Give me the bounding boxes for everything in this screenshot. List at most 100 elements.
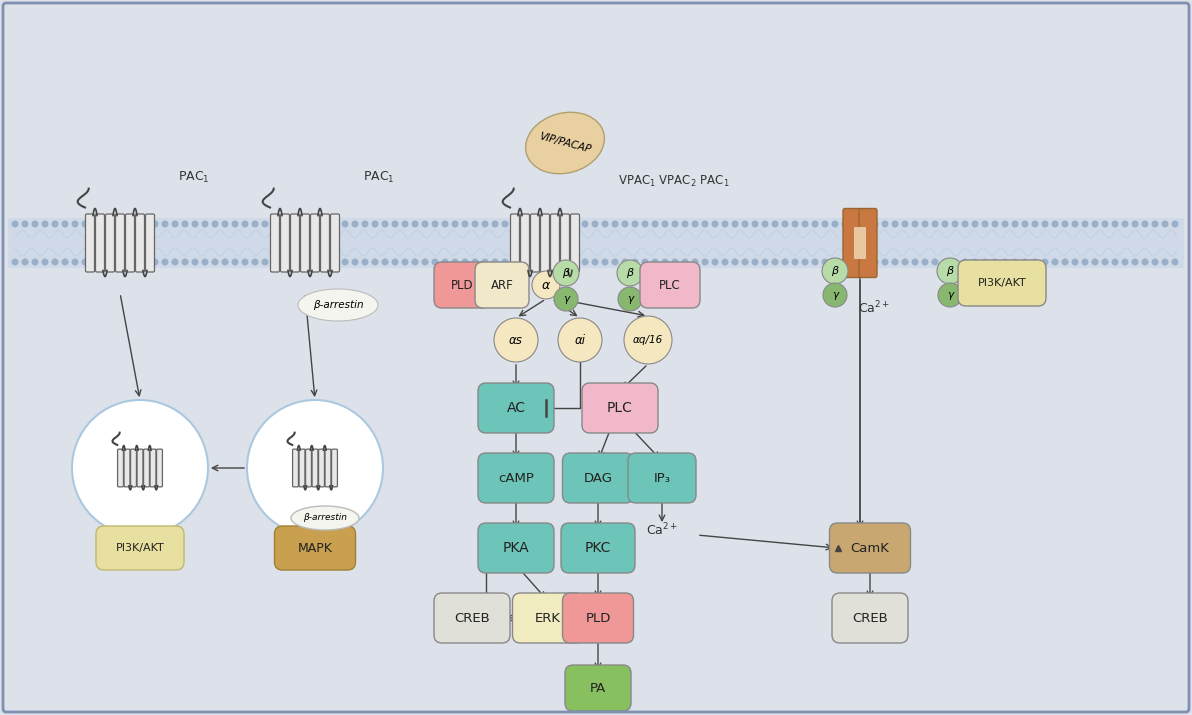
Circle shape	[762, 220, 769, 227]
Circle shape	[741, 259, 749, 265]
Text: γ: γ	[627, 294, 633, 304]
Circle shape	[21, 220, 29, 227]
Circle shape	[302, 220, 309, 227]
Text: IP₃: IP₃	[653, 471, 670, 485]
Circle shape	[432, 220, 439, 227]
FancyBboxPatch shape	[958, 260, 1047, 306]
FancyBboxPatch shape	[124, 449, 130, 487]
Circle shape	[1131, 220, 1138, 227]
Text: PKC: PKC	[585, 541, 611, 555]
FancyBboxPatch shape	[156, 449, 162, 487]
Circle shape	[561, 220, 569, 227]
FancyBboxPatch shape	[561, 523, 635, 573]
Circle shape	[222, 259, 229, 265]
Circle shape	[1151, 220, 1159, 227]
FancyBboxPatch shape	[300, 214, 310, 272]
Circle shape	[602, 220, 608, 227]
Circle shape	[482, 259, 489, 265]
Circle shape	[522, 259, 528, 265]
Circle shape	[937, 258, 963, 284]
Circle shape	[1051, 259, 1058, 265]
Circle shape	[461, 220, 468, 227]
Circle shape	[422, 220, 428, 227]
Circle shape	[732, 259, 739, 265]
Circle shape	[971, 220, 979, 227]
Circle shape	[541, 259, 548, 265]
Circle shape	[1092, 259, 1099, 265]
Circle shape	[151, 259, 159, 265]
Circle shape	[691, 220, 699, 227]
Circle shape	[181, 220, 188, 227]
Circle shape	[422, 259, 428, 265]
Circle shape	[662, 220, 669, 227]
Circle shape	[921, 259, 929, 265]
Circle shape	[1111, 259, 1118, 265]
Circle shape	[522, 220, 528, 227]
Text: PAC$_1$: PAC$_1$	[178, 170, 210, 185]
Circle shape	[942, 220, 949, 227]
Circle shape	[331, 259, 339, 265]
Circle shape	[1062, 220, 1068, 227]
Circle shape	[871, 220, 879, 227]
Circle shape	[992, 259, 999, 265]
Circle shape	[372, 220, 379, 227]
Circle shape	[192, 259, 199, 265]
Circle shape	[721, 220, 728, 227]
Circle shape	[971, 259, 979, 265]
Circle shape	[201, 220, 209, 227]
Circle shape	[411, 259, 418, 265]
Circle shape	[602, 259, 608, 265]
Circle shape	[782, 220, 788, 227]
FancyBboxPatch shape	[563, 593, 633, 643]
Ellipse shape	[298, 289, 378, 321]
FancyBboxPatch shape	[95, 214, 105, 272]
Circle shape	[222, 220, 229, 227]
Circle shape	[1101, 220, 1109, 227]
Circle shape	[31, 259, 38, 265]
FancyBboxPatch shape	[143, 449, 149, 487]
Circle shape	[762, 259, 769, 265]
Text: PLD: PLD	[451, 279, 473, 292]
Circle shape	[812, 220, 819, 227]
Circle shape	[892, 259, 899, 265]
FancyBboxPatch shape	[474, 262, 529, 308]
Text: ARF: ARF	[491, 279, 514, 292]
FancyBboxPatch shape	[832, 593, 908, 643]
Circle shape	[901, 259, 908, 265]
Circle shape	[851, 220, 858, 227]
FancyBboxPatch shape	[291, 214, 299, 272]
Circle shape	[352, 259, 359, 265]
FancyBboxPatch shape	[859, 209, 877, 277]
Circle shape	[617, 260, 642, 286]
FancyBboxPatch shape	[560, 214, 570, 272]
FancyBboxPatch shape	[565, 665, 631, 711]
Circle shape	[732, 220, 739, 227]
Circle shape	[1001, 259, 1008, 265]
Circle shape	[482, 220, 489, 227]
Circle shape	[532, 271, 560, 299]
FancyBboxPatch shape	[478, 523, 554, 573]
Circle shape	[691, 259, 699, 265]
Circle shape	[1161, 259, 1168, 265]
Circle shape	[882, 220, 888, 227]
Circle shape	[402, 259, 409, 265]
Circle shape	[1072, 220, 1079, 227]
Circle shape	[712, 259, 719, 265]
Circle shape	[1172, 259, 1179, 265]
Text: PLC: PLC	[659, 279, 681, 292]
FancyBboxPatch shape	[325, 449, 331, 487]
Circle shape	[51, 259, 58, 265]
Circle shape	[552, 220, 559, 227]
Text: β: β	[832, 266, 838, 276]
Circle shape	[554, 287, 578, 311]
Circle shape	[511, 220, 519, 227]
FancyBboxPatch shape	[640, 262, 700, 308]
Text: αq/16: αq/16	[633, 335, 663, 345]
Circle shape	[231, 259, 238, 265]
Circle shape	[553, 260, 579, 286]
Circle shape	[652, 220, 658, 227]
Circle shape	[851, 259, 858, 265]
Circle shape	[682, 259, 689, 265]
Circle shape	[452, 220, 459, 227]
Circle shape	[901, 220, 908, 227]
